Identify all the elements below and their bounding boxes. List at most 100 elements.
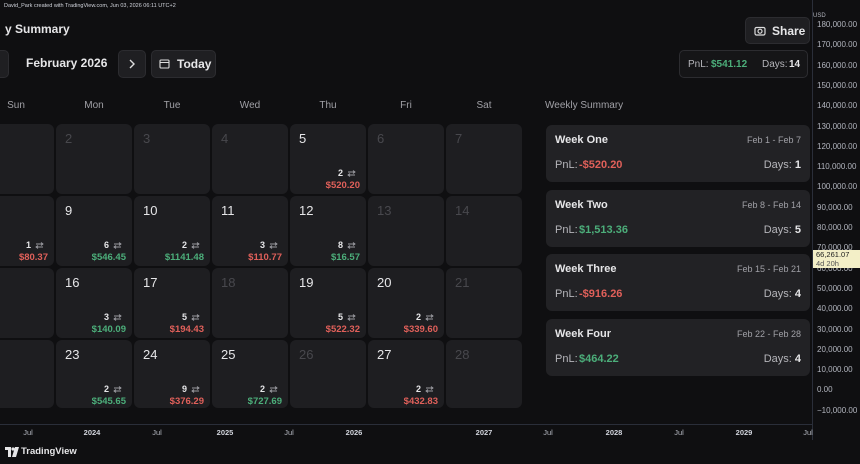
next-button[interactable] (118, 50, 146, 78)
day-cell: 13 (368, 196, 444, 266)
day-number: 19 (299, 275, 314, 290)
trades-icon (35, 241, 44, 249)
week-range: Feb 8 - Feb 14 (741, 199, 801, 210)
weekly-summary-title: Weekly Summary (545, 100, 624, 111)
trade-count: 3 (260, 240, 278, 250)
week-pnl: $1,513.36 (579, 223, 628, 236)
price-unit: USD (813, 13, 826, 19)
price-label: 30,000.00 (817, 324, 853, 334)
weekday-label: Wed (239, 100, 261, 111)
week-days-label: Days: (763, 288, 792, 301)
pnl-summary: PnL: $541.12 Days: 14 (679, 50, 808, 78)
today-button[interactable]: Today (151, 50, 216, 78)
price-label: 130,000.00 (817, 121, 858, 131)
day-pnl: $16.57 (330, 252, 360, 263)
calendar-icon (159, 59, 170, 69)
price-label: 110,000.00 (817, 162, 857, 172)
week-pnl-label: PnL: (555, 352, 578, 365)
trades-icon (191, 385, 200, 393)
share-label: Share (772, 24, 806, 38)
trade-count-value: 2 (181, 240, 187, 250)
trade-count: 2 (182, 240, 200, 250)
price-label: 0.00 (817, 385, 833, 395)
day-cell: 20 2 $339.60 (368, 268, 444, 338)
day-cell: 26 (290, 340, 366, 408)
day-number: 3 (143, 131, 151, 146)
day-pnl: $545.65 (91, 396, 126, 407)
week-pnl-label: PnL: (555, 223, 578, 236)
weekday-label: Sat (476, 100, 492, 111)
day-number: 5 (299, 131, 307, 146)
trades-icon (347, 169, 356, 177)
time-axis (0, 424, 812, 441)
week-name: Week Four (555, 327, 612, 340)
week-pnl-label: PnL: (555, 288, 578, 301)
trade-count: 9 (182, 384, 200, 394)
trade-count-value: 2 (415, 384, 421, 394)
week-days-value: 5 (794, 223, 801, 236)
day-cell: 21 (446, 268, 522, 338)
trade-count: 6 (104, 240, 122, 250)
week-name: Week Two (555, 198, 608, 211)
trade-count-value: 5 (337, 312, 343, 322)
prev-button[interactable] (0, 50, 9, 78)
price-label: 40,000.00 (817, 304, 853, 314)
trade-count: 8 (338, 240, 356, 250)
time-label: Jul (674, 428, 684, 437)
day-number: 23 (65, 347, 80, 362)
price-label: 140,000.00 (817, 101, 858, 111)
day-cell: 10 2 $1141.48 (134, 196, 210, 266)
day-cell: 4 (212, 124, 288, 194)
day-cell: 16 3 $140.09 (56, 268, 132, 338)
time-label: Jul (543, 428, 553, 437)
trades-icon (269, 385, 278, 393)
day-cell (0, 268, 54, 338)
share-button[interactable]: Share (745, 17, 810, 44)
day-pnl: $1141.48 (164, 252, 204, 263)
trades-icon (113, 241, 122, 249)
time-label: 2028 (605, 428, 623, 437)
day-cell: 27 2 $432.83 (368, 340, 444, 408)
trade-count-value: 2 (103, 384, 109, 394)
week-days-label: Days: (763, 223, 792, 236)
day-number: 28 (455, 347, 470, 362)
day-cell: 3 (134, 124, 210, 194)
trade-count-value: 2 (337, 168, 343, 178)
countdown: 4d 20h (816, 259, 839, 268)
day-cell: 17 5 $194.43 (134, 268, 210, 338)
time-label: 2029 (735, 428, 753, 437)
day-number: 13 (377, 203, 392, 218)
day-cell: 1 $80.37 (0, 196, 54, 266)
price-label: 50,000.00 (817, 283, 853, 293)
trade-count: 2 (338, 168, 356, 178)
chevron-icon (129, 59, 135, 69)
brand-name: TradingView (21, 446, 77, 457)
weekday-label: Mon (84, 100, 104, 111)
axis-border (812, 0, 813, 440)
trade-count: 2 (260, 384, 278, 394)
day-cell: 14 (446, 196, 522, 266)
day-pnl: $727.69 (247, 396, 282, 407)
pnl-value: $541.12 (711, 59, 748, 70)
time-label: Jul (23, 428, 33, 437)
day-cell (0, 340, 54, 408)
credit: David_Park created with TradingView.com,… (4, 3, 176, 9)
price-label: 90,000.00 (817, 202, 853, 212)
trade-count: 1 (26, 240, 44, 250)
pnl-label: PnL: (688, 59, 709, 70)
day-pnl: $110.77 (248, 252, 282, 263)
price-label: 100,000.00 (817, 182, 858, 192)
time-label: 2027 (475, 428, 493, 437)
trade-count: 3 (104, 312, 122, 322)
trades-icon (269, 241, 278, 249)
price-label: −10,000.00 (817, 405, 858, 415)
month-label: February 2026 (26, 56, 108, 70)
day-cell: 28 (446, 340, 522, 408)
camera-icon (754, 26, 766, 36)
day-number: 27 (377, 347, 392, 362)
trades-icon (425, 385, 434, 393)
time-label: Jul (284, 428, 294, 437)
week-card: Week Three Feb 15 - Feb 21 PnL: -$916.26 Day… (546, 254, 810, 312)
brand-logo (5, 447, 19, 457)
panel-title: y Summary (5, 22, 70, 36)
